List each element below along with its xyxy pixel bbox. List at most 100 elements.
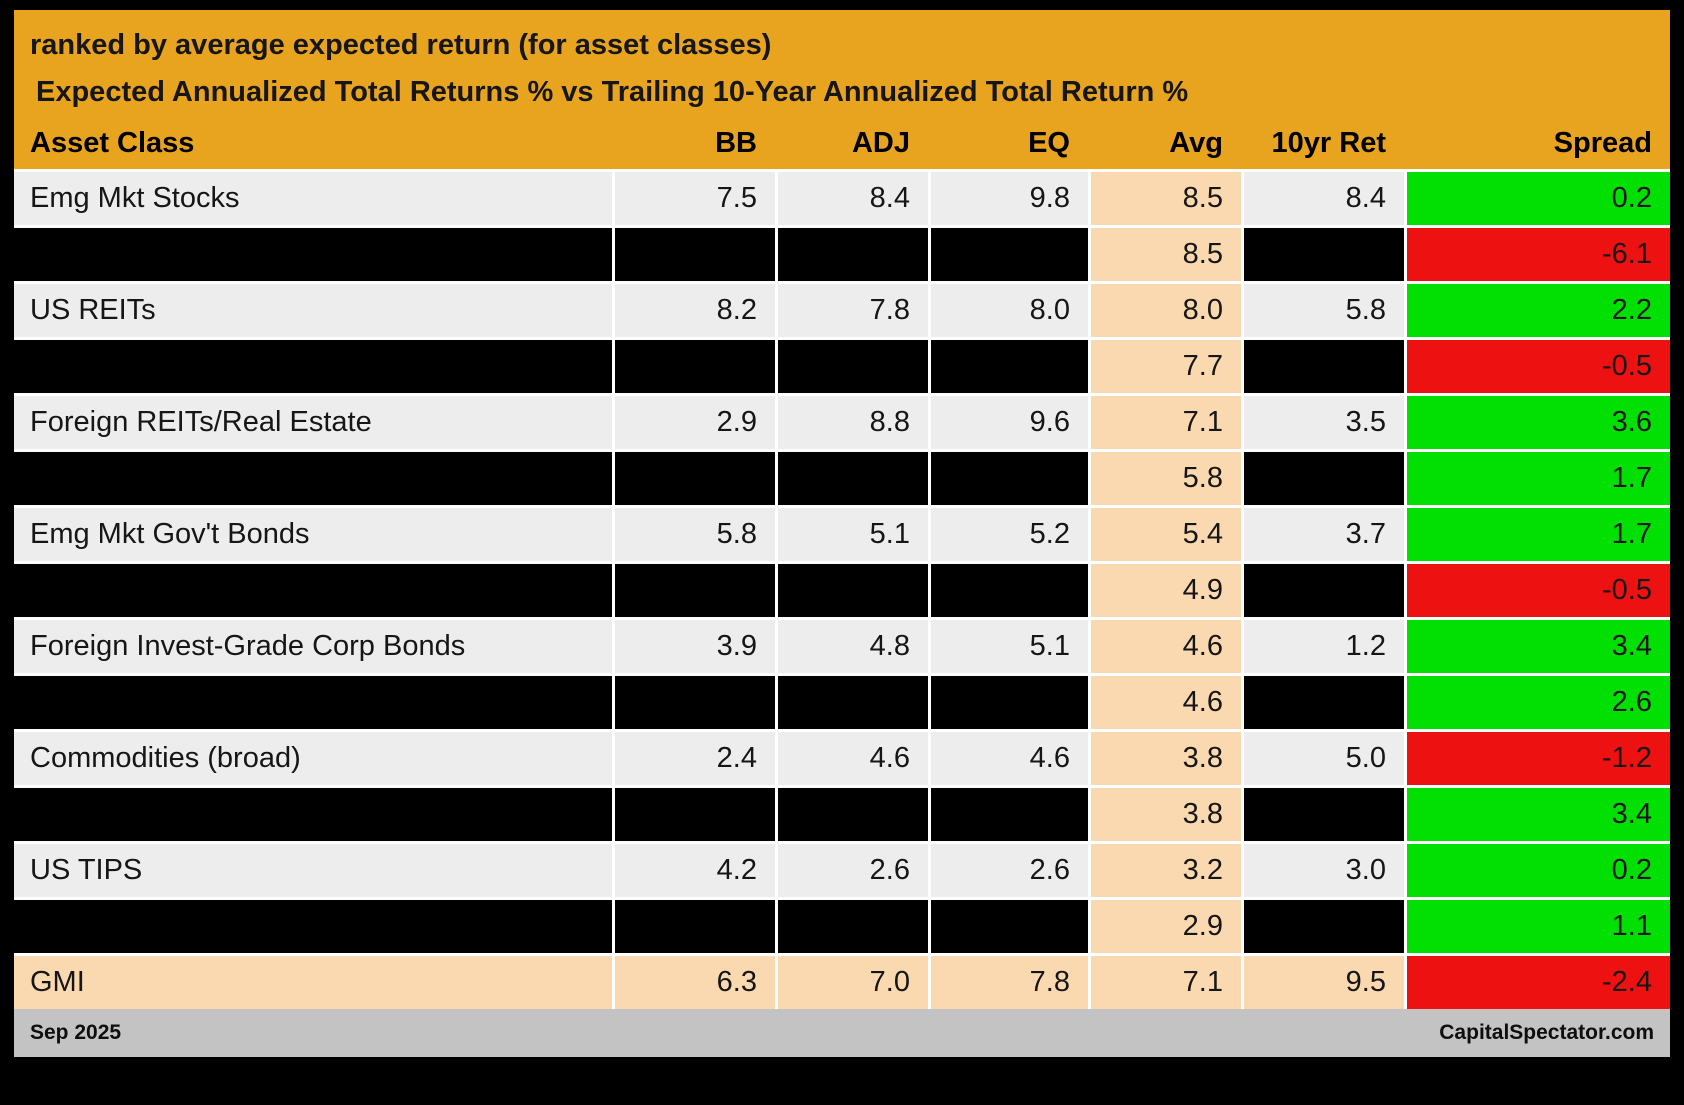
cell-bb: 8.2 bbox=[615, 284, 775, 338]
column-header-10yr-ret: 10yr Ret bbox=[1271, 126, 1386, 159]
chart-title: ranked by average expected return (for a… bbox=[30, 29, 772, 61]
cell-ret10 bbox=[1244, 788, 1404, 842]
cell-eq: 5.2 bbox=[931, 508, 1088, 562]
cell-spread: 2.6 bbox=[1407, 676, 1670, 730]
cell-ret10: 8.4 bbox=[1244, 172, 1404, 226]
cell-ret10 bbox=[1244, 340, 1404, 394]
cell-eq: 5.1 bbox=[931, 620, 1088, 674]
cell-bb bbox=[615, 452, 775, 506]
cell-eq bbox=[931, 788, 1088, 842]
table-row: Emg Mkt Gov't Bonds 5.8 5.1 5.2 5.4 3.7 1.7 bbox=[14, 508, 1670, 562]
table-footer: Sep 2025 CapitalSpectator.com bbox=[14, 1009, 1670, 1058]
column-header-row: Asset Class BB ADJ EQ Avg 10yr Ret Sprea… bbox=[14, 117, 1670, 169]
table-row: US TIPS 4.2 2.6 2.6 3.2 3.0 0.2 bbox=[14, 844, 1670, 898]
cell-bb: 2.4 bbox=[615, 732, 775, 786]
cell-ret10 bbox=[1244, 228, 1404, 282]
footer-source: CapitalSpectator.com bbox=[1439, 1021, 1654, 1045]
cell-ret10: 3.0 bbox=[1244, 844, 1404, 898]
column-header-asset-class: Asset Class bbox=[30, 126, 195, 159]
cell-eq bbox=[931, 564, 1088, 618]
cell-asset: US REITs bbox=[14, 284, 612, 338]
cell-eq: 2.6 bbox=[931, 844, 1088, 898]
cell-ret10 bbox=[1244, 676, 1404, 730]
cell-ret10 bbox=[1244, 564, 1404, 618]
cell-adj: 2.6 bbox=[778, 844, 928, 898]
cell-ret10: 5.0 bbox=[1244, 732, 1404, 786]
cell-asset: Foreign REITs/Real Estate bbox=[14, 396, 612, 450]
cell-avg: 7.1 bbox=[1091, 396, 1241, 450]
table-row: US REITs 8.2 7.8 8.0 8.0 5.8 2.2 bbox=[14, 284, 1670, 338]
cell-adj: 8.8 bbox=[778, 396, 928, 450]
cell-asset bbox=[14, 228, 612, 282]
cell-avg: 3.2 bbox=[1091, 844, 1241, 898]
cell-spread: 0.2 bbox=[1407, 844, 1670, 898]
cell-eq bbox=[931, 228, 1088, 282]
cell-ret10: 5.8 bbox=[1244, 284, 1404, 338]
table-header: ranked by average expected return (for a… bbox=[14, 10, 1670, 170]
cell-avg: 5.4 bbox=[1091, 508, 1241, 562]
cell-asset bbox=[14, 340, 612, 394]
cell-spread: -6.1 bbox=[1407, 228, 1670, 282]
footer-date: Sep 2025 bbox=[30, 1021, 122, 1045]
cell-spread: 1.1 bbox=[1407, 900, 1670, 954]
cell-avg: 3.8 bbox=[1091, 732, 1241, 786]
cell-avg: 8.0 bbox=[1091, 284, 1241, 338]
cell-spread: 1.7 bbox=[1407, 452, 1670, 506]
cell-eq bbox=[931, 676, 1088, 730]
cell-avg: 2.9 bbox=[1091, 900, 1241, 954]
cell-adj: 7.0 bbox=[778, 956, 928, 1010]
column-header-bb: BB bbox=[715, 126, 757, 159]
cell-bb bbox=[615, 676, 775, 730]
cell-eq: 9.6 bbox=[931, 396, 1088, 450]
cell-asset: Emg Mkt Stocks bbox=[14, 172, 612, 226]
cell-eq bbox=[931, 900, 1088, 954]
cell-asset: US TIPS bbox=[14, 844, 612, 898]
cell-adj: 4.6 bbox=[778, 732, 928, 786]
cell-bb: 5.8 bbox=[615, 508, 775, 562]
cell-spread: 3.6 bbox=[1407, 396, 1670, 450]
cell-bb: 3.9 bbox=[615, 620, 775, 674]
cell-adj bbox=[778, 564, 928, 618]
table-row: 4.6 2.6 bbox=[14, 676, 1670, 730]
cell-asset bbox=[14, 900, 612, 954]
cell-bb: 6.3 bbox=[615, 956, 775, 1010]
cell-bb: 4.2 bbox=[615, 844, 775, 898]
cell-ret10: 3.7 bbox=[1244, 508, 1404, 562]
column-header-avg: Avg bbox=[1169, 126, 1223, 159]
table-row: 8.5 -6.1 bbox=[14, 228, 1670, 282]
cell-adj bbox=[778, 676, 928, 730]
cell-adj bbox=[778, 788, 928, 842]
table-row: 2.9 1.1 bbox=[14, 900, 1670, 954]
table-row: Emg Mkt Stocks 7.5 8.4 9.8 8.5 8.4 0.2 bbox=[14, 172, 1670, 226]
cell-eq bbox=[931, 340, 1088, 394]
cell-bb bbox=[615, 228, 775, 282]
cell-bb: 2.9 bbox=[615, 396, 775, 450]
cell-asset bbox=[14, 452, 612, 506]
cell-eq: 9.8 bbox=[931, 172, 1088, 226]
cell-avg: 7.1 bbox=[1091, 956, 1241, 1010]
table-row: 7.7 -0.5 bbox=[14, 340, 1670, 394]
cell-bb: 7.5 bbox=[615, 172, 775, 226]
cell-adj: 5.1 bbox=[778, 508, 928, 562]
table-row: 5.8 1.7 bbox=[14, 452, 1670, 506]
cell-avg: 8.5 bbox=[1091, 172, 1241, 226]
cell-ret10: 3.5 bbox=[1244, 396, 1404, 450]
cell-asset: Emg Mkt Gov't Bonds bbox=[14, 508, 612, 562]
cell-spread: -0.5 bbox=[1407, 564, 1670, 618]
cell-asset: Commodities (broad) bbox=[14, 732, 612, 786]
cell-ret10 bbox=[1244, 452, 1404, 506]
cell-avg: 8.5 bbox=[1091, 228, 1241, 282]
cell-spread: 2.2 bbox=[1407, 284, 1670, 338]
table-row: Commodities (broad) 2.4 4.6 4.6 3.8 5.0 -1.2 bbox=[14, 732, 1670, 786]
cell-bb bbox=[615, 900, 775, 954]
cell-adj: 7.8 bbox=[778, 284, 928, 338]
table-row: 3.8 3.4 bbox=[14, 788, 1670, 842]
cell-avg: 5.8 bbox=[1091, 452, 1241, 506]
cell-asset: Foreign Invest-Grade Corp Bonds bbox=[14, 620, 612, 674]
table-body: Emg Mkt Stocks 7.5 8.4 9.8 8.5 8.4 0.2 8.5 -6.1 U… bbox=[14, 169, 1670, 1010]
cell-adj: 8.4 bbox=[778, 172, 928, 226]
cell-adj: 4.8 bbox=[778, 620, 928, 674]
cell-eq bbox=[931, 452, 1088, 506]
table-row: Foreign REITs/Real Estate 2.9 8.8 9.6 7.1 3.5… bbox=[14, 396, 1670, 450]
cell-ret10: 1.2 bbox=[1244, 620, 1404, 674]
